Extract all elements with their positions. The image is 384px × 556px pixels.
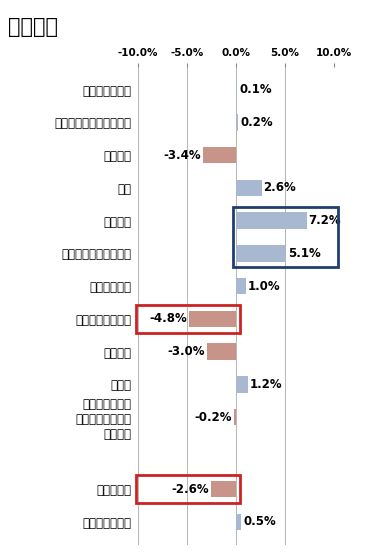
Text: -3.0%: -3.0% — [167, 345, 205, 358]
Bar — [236, 514, 241, 530]
Bar — [189, 311, 236, 327]
Bar — [233, 207, 338, 267]
Text: 2.6%: 2.6% — [263, 181, 296, 195]
Bar — [203, 147, 236, 163]
Bar — [236, 278, 246, 294]
Text: サービス: サービス — [8, 17, 58, 37]
Bar — [236, 245, 286, 261]
Text: -4.8%: -4.8% — [149, 312, 187, 325]
Bar — [136, 475, 240, 503]
Text: 0.5%: 0.5% — [243, 515, 276, 528]
Text: 0.2%: 0.2% — [240, 116, 273, 129]
Text: 1.2%: 1.2% — [250, 378, 283, 391]
Text: 0.1%: 0.1% — [239, 83, 272, 96]
Bar — [236, 212, 307, 229]
Bar — [236, 114, 238, 131]
Bar — [211, 481, 236, 498]
Bar — [136, 305, 240, 333]
Text: 5.1%: 5.1% — [288, 247, 321, 260]
Text: -2.6%: -2.6% — [171, 483, 209, 496]
Bar — [207, 344, 236, 360]
Text: -0.2%: -0.2% — [195, 411, 232, 424]
Text: 1.0%: 1.0% — [248, 280, 281, 292]
Bar — [236, 180, 262, 196]
Bar — [236, 82, 237, 98]
Bar — [234, 409, 236, 425]
Text: -3.4%: -3.4% — [163, 148, 201, 162]
Bar — [236, 376, 248, 393]
Text: 7.2%: 7.2% — [309, 214, 341, 227]
